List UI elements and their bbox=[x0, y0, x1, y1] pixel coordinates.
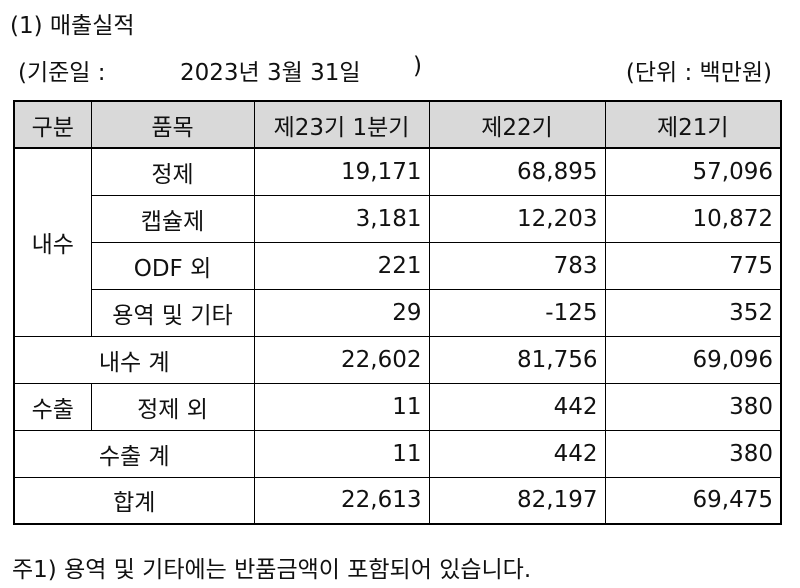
footnote: 주1) 용역 및 기타에는 반품금액이 포함되어 있습니다. bbox=[12, 557, 532, 583]
export-total-row: 수출 계 11 442 380 bbox=[13, 429, 782, 478]
value-cell: 442 bbox=[428, 382, 606, 431]
item-cell: ODF 외 bbox=[90, 241, 255, 290]
export-category: 수출 bbox=[13, 382, 92, 431]
domestic-category: 내수 bbox=[13, 147, 92, 337]
value-cell: 69,475 bbox=[604, 476, 782, 525]
value-cell: 380 bbox=[604, 429, 782, 478]
value-cell: 11 bbox=[253, 429, 430, 478]
table-row: 캡슐제 3,181 12,203 10,872 bbox=[14, 194, 782, 243]
base-date-value: 2023년 3월 31일 bbox=[180, 60, 361, 86]
value-cell: 442 bbox=[428, 429, 606, 478]
value-cell: 22,613 bbox=[253, 476, 430, 525]
value-cell: -125 bbox=[428, 288, 606, 337]
unit-label: (단위 : 백만원) bbox=[625, 60, 772, 86]
item-cell: 캡슐제 bbox=[90, 194, 255, 243]
base-date-label: (기준일 : bbox=[18, 60, 106, 86]
header-item: 품목 bbox=[90, 100, 255, 149]
value-cell: 19,171 bbox=[253, 147, 430, 196]
section-title: (1) 매출실적 bbox=[10, 13, 135, 39]
value-cell: 22,602 bbox=[253, 335, 430, 384]
table-row: 내수 정제 19,171 68,895 57,096 bbox=[13, 147, 782, 337]
value-cell: 10,872 bbox=[604, 194, 782, 243]
grand-total-row: 합계 22,613 82,197 69,475 bbox=[13, 476, 782, 525]
value-cell: 3,181 bbox=[253, 194, 430, 243]
header-q1: 제23기 1분기 bbox=[253, 100, 430, 149]
table-header-row: 구분 품목 제23기 1분기 제22기 제21기 bbox=[13, 100, 782, 149]
table-row: ODF 외 221 783 775 bbox=[14, 241, 782, 290]
value-cell: 783 bbox=[428, 241, 606, 290]
value-cell: 68,895 bbox=[428, 147, 606, 196]
item-cell: 용역 및 기타 bbox=[90, 288, 255, 337]
value-cell: 57,096 bbox=[604, 147, 782, 196]
sales-table: 구분 품목 제23기 1분기 제22기 제21기 내수 정제 19,171 68… bbox=[13, 100, 782, 525]
domestic-total-row: 내수 계 22,602 81,756 69,096 bbox=[13, 335, 782, 384]
table-row: 용역 및 기타 29 -125 352 bbox=[14, 288, 782, 337]
value-cell: 380 bbox=[604, 382, 782, 431]
value-cell: 29 bbox=[253, 288, 430, 337]
value-cell: 82,197 bbox=[428, 476, 606, 525]
value-cell: 81,756 bbox=[428, 335, 606, 384]
header-category: 구분 bbox=[13, 100, 92, 149]
value-cell: 775 bbox=[604, 241, 782, 290]
header-period-21: 제21기 bbox=[604, 100, 782, 149]
value-cell: 221 bbox=[253, 241, 430, 290]
grand-total-label: 합계 bbox=[13, 476, 255, 525]
value-cell: 11 bbox=[253, 382, 430, 431]
value-cell: 12,203 bbox=[428, 194, 606, 243]
base-date-line: (기준일 : 2023년 3월 31일 ) bbox=[18, 53, 422, 87]
item-cell: 정제 외 bbox=[90, 382, 255, 431]
value-cell: 352 bbox=[604, 288, 782, 337]
domestic-total-label: 내수 계 bbox=[13, 335, 255, 384]
value-cell: 69,096 bbox=[604, 335, 782, 384]
base-date-close: ) bbox=[413, 53, 422, 79]
header-period-22: 제22기 bbox=[428, 100, 606, 149]
item-cell: 정제 bbox=[90, 147, 255, 196]
export-total-label: 수출 계 bbox=[13, 429, 255, 478]
table-row: 수출 정제 외 11 442 380 bbox=[13, 382, 782, 431]
